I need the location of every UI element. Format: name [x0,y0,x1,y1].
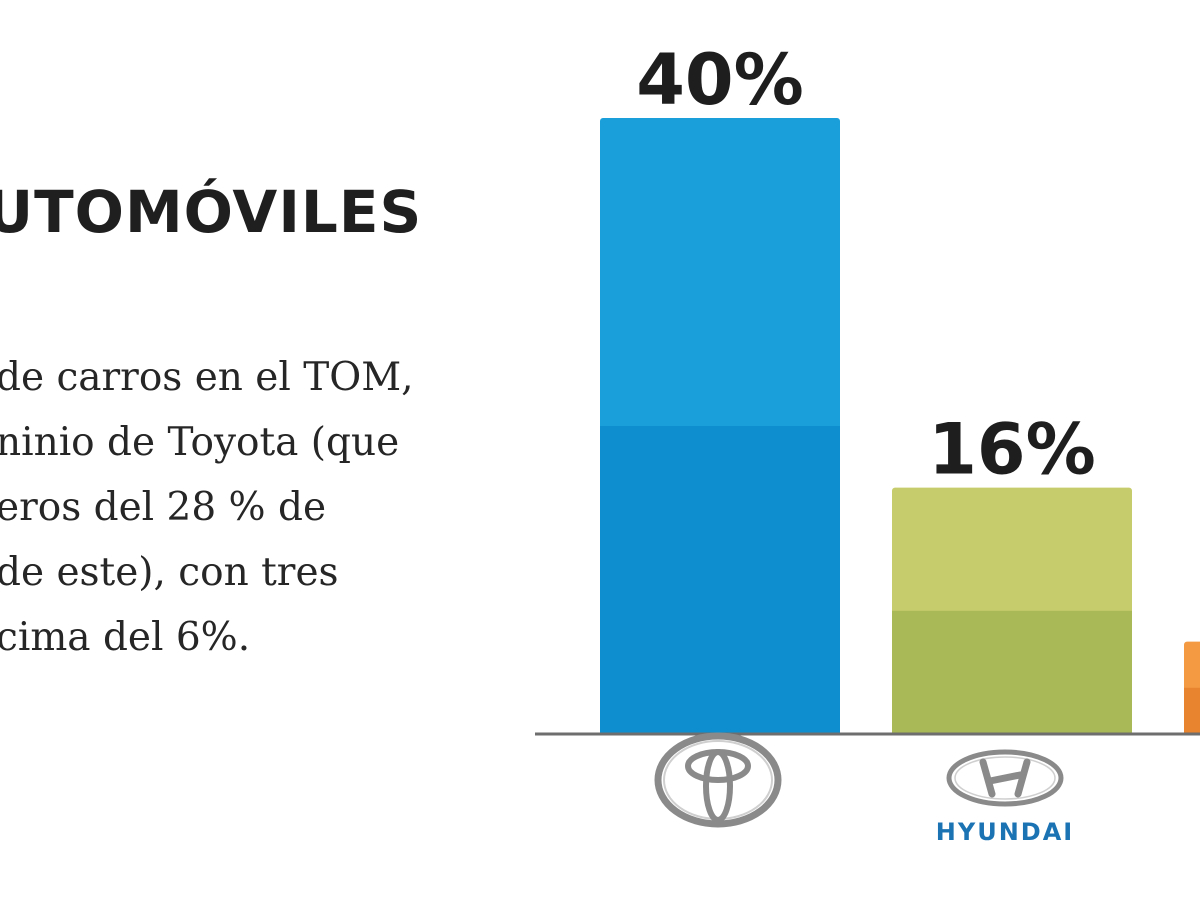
bar-toyota [600,118,840,734]
data-label: 40% [636,39,804,121]
data-labels-layer: 40% 16% [636,39,1096,491]
hyundai-logo-icon [946,749,1064,807]
bar-series-2 [1184,641,1200,734]
bar-lower-shade [892,610,1132,734]
bar-lower-shade [1184,687,1200,734]
toyota-logo-icon [654,732,782,828]
data-label: 16% [928,409,1096,491]
section-heading: UTOMÓVILES [0,178,423,246]
body-line: de carros en el TOM, [0,355,414,400]
body-line: ninio de Toyota (que [0,420,400,465]
body-line: cima del 6%. [0,615,251,660]
bar-hyundai [892,487,1132,734]
bars-layer [600,118,1200,734]
body-line: eros del 28 % de [0,485,327,530]
hyundai-wordmark: HYUNDAI [936,818,1074,846]
body-line: de este), con tres [0,550,339,595]
bar-lower-shade [600,426,840,734]
body-paragraph: de carros en el TOM, ninio de Toyota (qu… [0,345,516,670]
